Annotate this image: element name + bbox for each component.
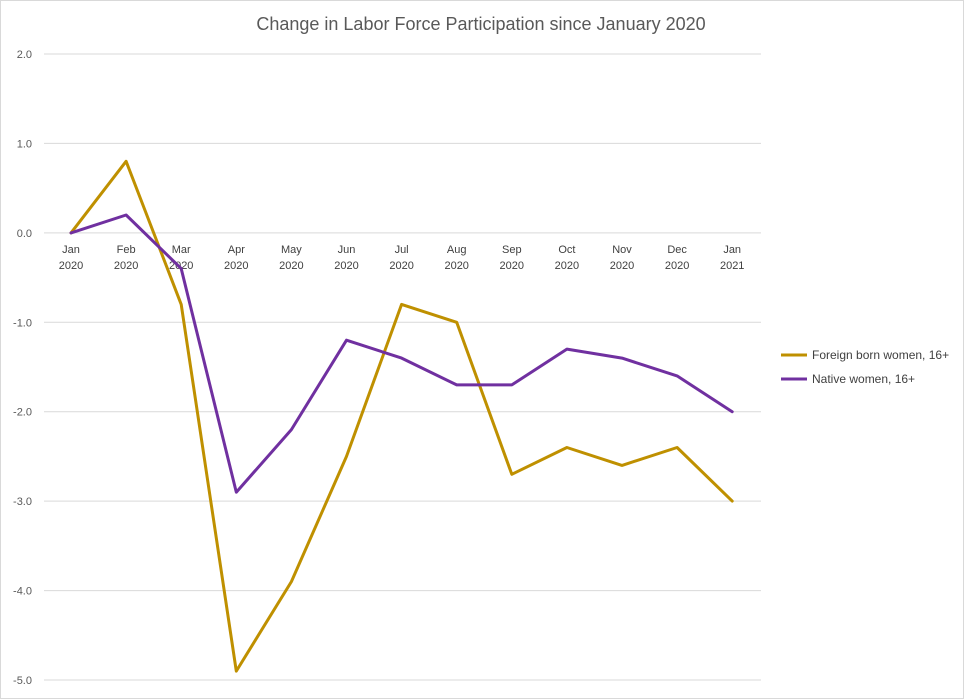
x-tick-label-month: May [281, 244, 302, 256]
chart-title: Change in Labor Force Participation sinc… [256, 14, 705, 34]
series-line-1 [69, 213, 734, 494]
x-tick-label-month: Jan [62, 244, 80, 256]
x-tick-label-year: 2020 [555, 260, 579, 272]
y-tick-label: -2.0 [13, 407, 32, 419]
x-tick-label-month: Feb [117, 244, 136, 256]
x-tick-label-year: 2020 [224, 260, 248, 272]
x-tick-label-year: 2020 [389, 260, 413, 272]
legend: Foreign born women, 16+ Native women, 16+ [781, 348, 949, 386]
gridlines [44, 53, 761, 681]
legend-label: Native women, 16+ [812, 372, 915, 386]
x-tick-label-month: Jan [723, 244, 741, 256]
series-lines [69, 159, 734, 673]
x-tick-label-month: Mar [172, 244, 191, 256]
x-tick-label-year: 2020 [444, 260, 468, 272]
x-tick-label-month: Jun [338, 244, 356, 256]
x-axis-ticks: Jan 2020 Feb 2020 Mar 2020 Apr 2020 May 2020 Jun 20… [59, 244, 745, 272]
y-tick-label: -5.0 [13, 675, 32, 687]
x-tick-label-year: 2020 [114, 260, 138, 272]
x-tick-label-year: 2020 [279, 260, 303, 272]
x-tick-label-year: 2021 [720, 260, 744, 272]
x-tick-label-year: 2020 [665, 260, 689, 272]
x-tick-label-month: Sep [502, 244, 522, 256]
x-tick-label-month: Oct [558, 244, 575, 256]
x-tick-label-year: 2020 [334, 260, 358, 272]
y-tick-label: -1.0 [13, 317, 32, 329]
x-tick-label-month: Aug [447, 244, 467, 256]
y-axis-ticks: 2.0 1.0 0.0 -1.0 -2.0 -3.0 -4.0 -5.0 [13, 49, 32, 687]
x-tick-label-year: 2020 [59, 260, 83, 272]
x-tick-label-month: Jul [395, 244, 409, 256]
y-tick-label: 1.0 [17, 138, 32, 150]
x-tick-label-month: Nov [612, 244, 632, 256]
legend-label: Foreign born women, 16+ [812, 348, 949, 362]
x-tick-label-month: Dec [667, 244, 687, 256]
x-tick-label-month: Apr [228, 244, 245, 256]
y-tick-label: -4.0 [13, 586, 32, 598]
x-tick-label-year: 2020 [610, 260, 634, 272]
x-tick-label-year: 2020 [500, 260, 524, 272]
y-tick-label: 2.0 [17, 49, 32, 61]
y-tick-label: 0.0 [17, 228, 32, 240]
y-tick-label: -3.0 [13, 496, 32, 508]
series-line-0 [69, 159, 734, 673]
